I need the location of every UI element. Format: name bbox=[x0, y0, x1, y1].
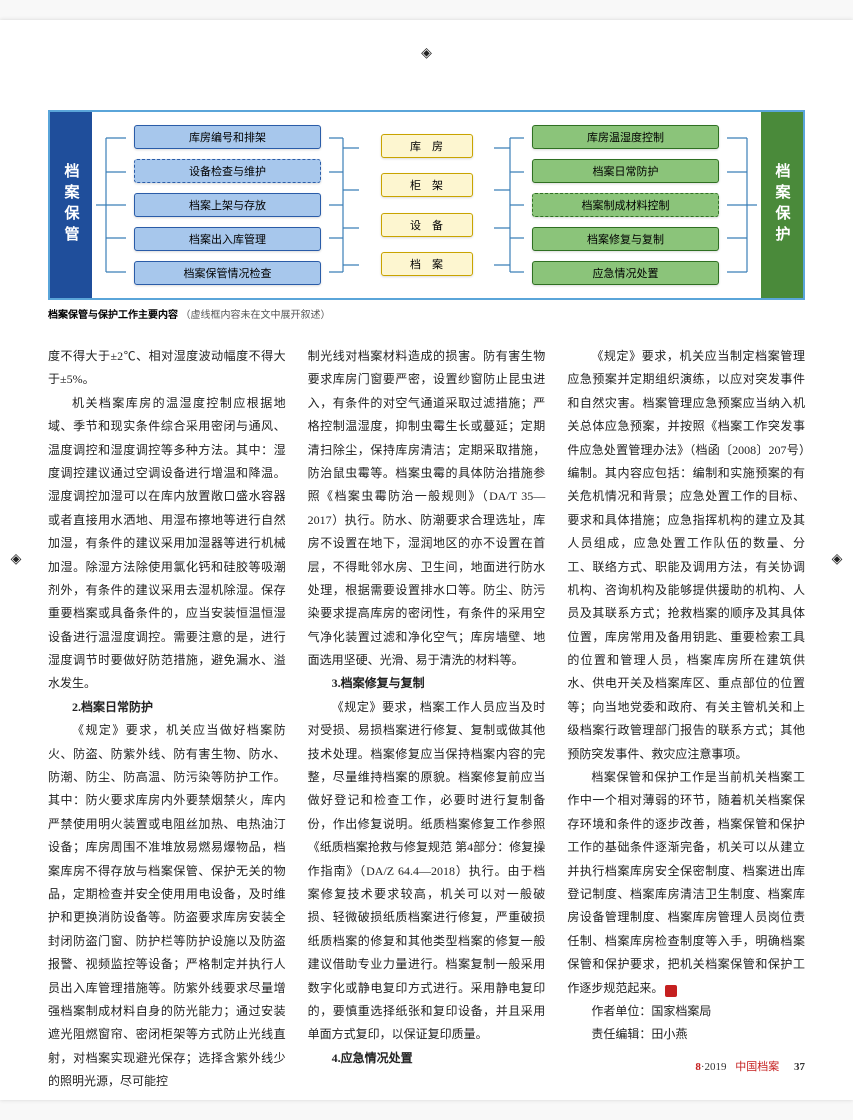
mid-node: 柜 架 bbox=[381, 173, 473, 197]
body-text: 度不得大于±2℃、相对湿度波动幅度不得大于±5%。 机关档案库房的温湿度控制应根… bbox=[48, 345, 805, 1094]
mid-node: 档 案 bbox=[381, 252, 473, 276]
mid-node: 设 备 bbox=[381, 213, 473, 237]
caption-main: 档案保管与保护工作主要内容 bbox=[48, 310, 178, 321]
mid-node: 库 房 bbox=[381, 134, 473, 158]
flowchart-right-panel: 档案保护 bbox=[761, 112, 803, 298]
right-node: 档案修复与复制 bbox=[532, 227, 719, 251]
paragraph: 《规定》要求，机关应当做好档案防火、防盗、防紫外线、防有害生物、防水、防潮、防尘… bbox=[48, 719, 286, 1093]
paragraph: 《规定》要求，档案工作人员应当及时对受损、易损档案进行修复、复制或做其他技术处理… bbox=[308, 696, 546, 1047]
left-node: 库房编号和排架 bbox=[134, 125, 321, 149]
connector-right-2 bbox=[727, 120, 757, 290]
footer-year: ·2019 bbox=[701, 1061, 727, 1073]
paragraph: 机关档案库房的温湿度控制应根据地域、季节和现实条件综合采用密闭与通风、温度调控和… bbox=[48, 392, 286, 696]
paragraph: 制光线对档案材料造成的损害。防有害生物要求库房门窗要严密，设置纱窗防止昆虫进入，… bbox=[308, 345, 546, 672]
heading-4: 4.应急情况处置 bbox=[308, 1047, 546, 1070]
registration-mark-right: ◈ bbox=[831, 554, 843, 566]
heading-2: 2.档案日常防护 bbox=[48, 696, 286, 719]
flowchart-caption: 档案保管与保护工作主要内容 （虚线框内容未在文中展开叙述） bbox=[48, 306, 805, 321]
paragraph: 档案保管和保护工作是当前机关档案工作中一个相对薄弱的环节，随着机关档案保存环境和… bbox=[567, 766, 805, 1000]
flowchart-left-panel: 档案保管 bbox=[50, 112, 92, 298]
left-node: 档案出入库管理 bbox=[134, 227, 321, 251]
right-node: 库房温湿度控制 bbox=[532, 125, 719, 149]
flowchart-mid-col: 库 房 柜 架 设 备 档 案 bbox=[359, 120, 494, 290]
connector-left-1 bbox=[96, 120, 126, 290]
right-node: 档案制成材料控制 bbox=[532, 193, 719, 217]
seal-icon: 档 bbox=[665, 985, 677, 997]
footer-magazine: 中国档案 bbox=[735, 1061, 779, 1073]
left-node: 设备检查与维护 bbox=[134, 159, 321, 183]
intro-paragraph: 度不得大于±2℃、相对湿度波动幅度不得大于±5%。 bbox=[48, 345, 286, 392]
heading-3: 3.档案修复与复制 bbox=[308, 672, 546, 695]
page: ◈ ◈ ◈ 档案保管 库房编号和排架 设备检查与维护 档案上架与存放 档案出入库… bbox=[0, 20, 853, 1100]
flowchart: 档案保管 库房编号和排架 设备检查与维护 档案上架与存放 档案出入库管理 档案保… bbox=[48, 110, 805, 300]
author-line: 作者单位：国家档案局 bbox=[567, 1000, 805, 1023]
paragraph: 《规定》要求，机关应当制定档案管理应急预案并定期组织演练，以应对突发事件和自然灾… bbox=[567, 345, 805, 766]
left-node: 档案保管情况检查 bbox=[134, 261, 321, 285]
connector-right-1 bbox=[494, 120, 524, 290]
right-node: 应急情况处置 bbox=[532, 261, 719, 285]
footer-page: 37 bbox=[794, 1061, 805, 1073]
caption-sub: （虚线框内容未在文中展开叙述） bbox=[181, 310, 331, 321]
connector-left-2 bbox=[329, 120, 359, 290]
flowchart-body: 库房编号和排架 设备检查与维护 档案上架与存放 档案出入库管理 档案保管情况检查… bbox=[92, 112, 761, 298]
left-node: 档案上架与存放 bbox=[134, 193, 321, 217]
registration-mark-left: ◈ bbox=[10, 554, 22, 566]
editor-line: 责任编辑：田小燕 bbox=[567, 1023, 805, 1046]
flowchart-right-col: 库房温湿度控制 档案日常防护 档案制成材料控制 档案修复与复制 应急情况处置 bbox=[524, 120, 727, 290]
page-footer: 8·2019 中国档案 37 bbox=[695, 1058, 805, 1074]
right-node: 档案日常防护 bbox=[532, 159, 719, 183]
registration-mark-top: ◈ bbox=[421, 48, 433, 60]
flowchart-left-col: 库房编号和排架 设备检查与维护 档案上架与存放 档案出入库管理 档案保管情况检查 bbox=[126, 120, 329, 290]
